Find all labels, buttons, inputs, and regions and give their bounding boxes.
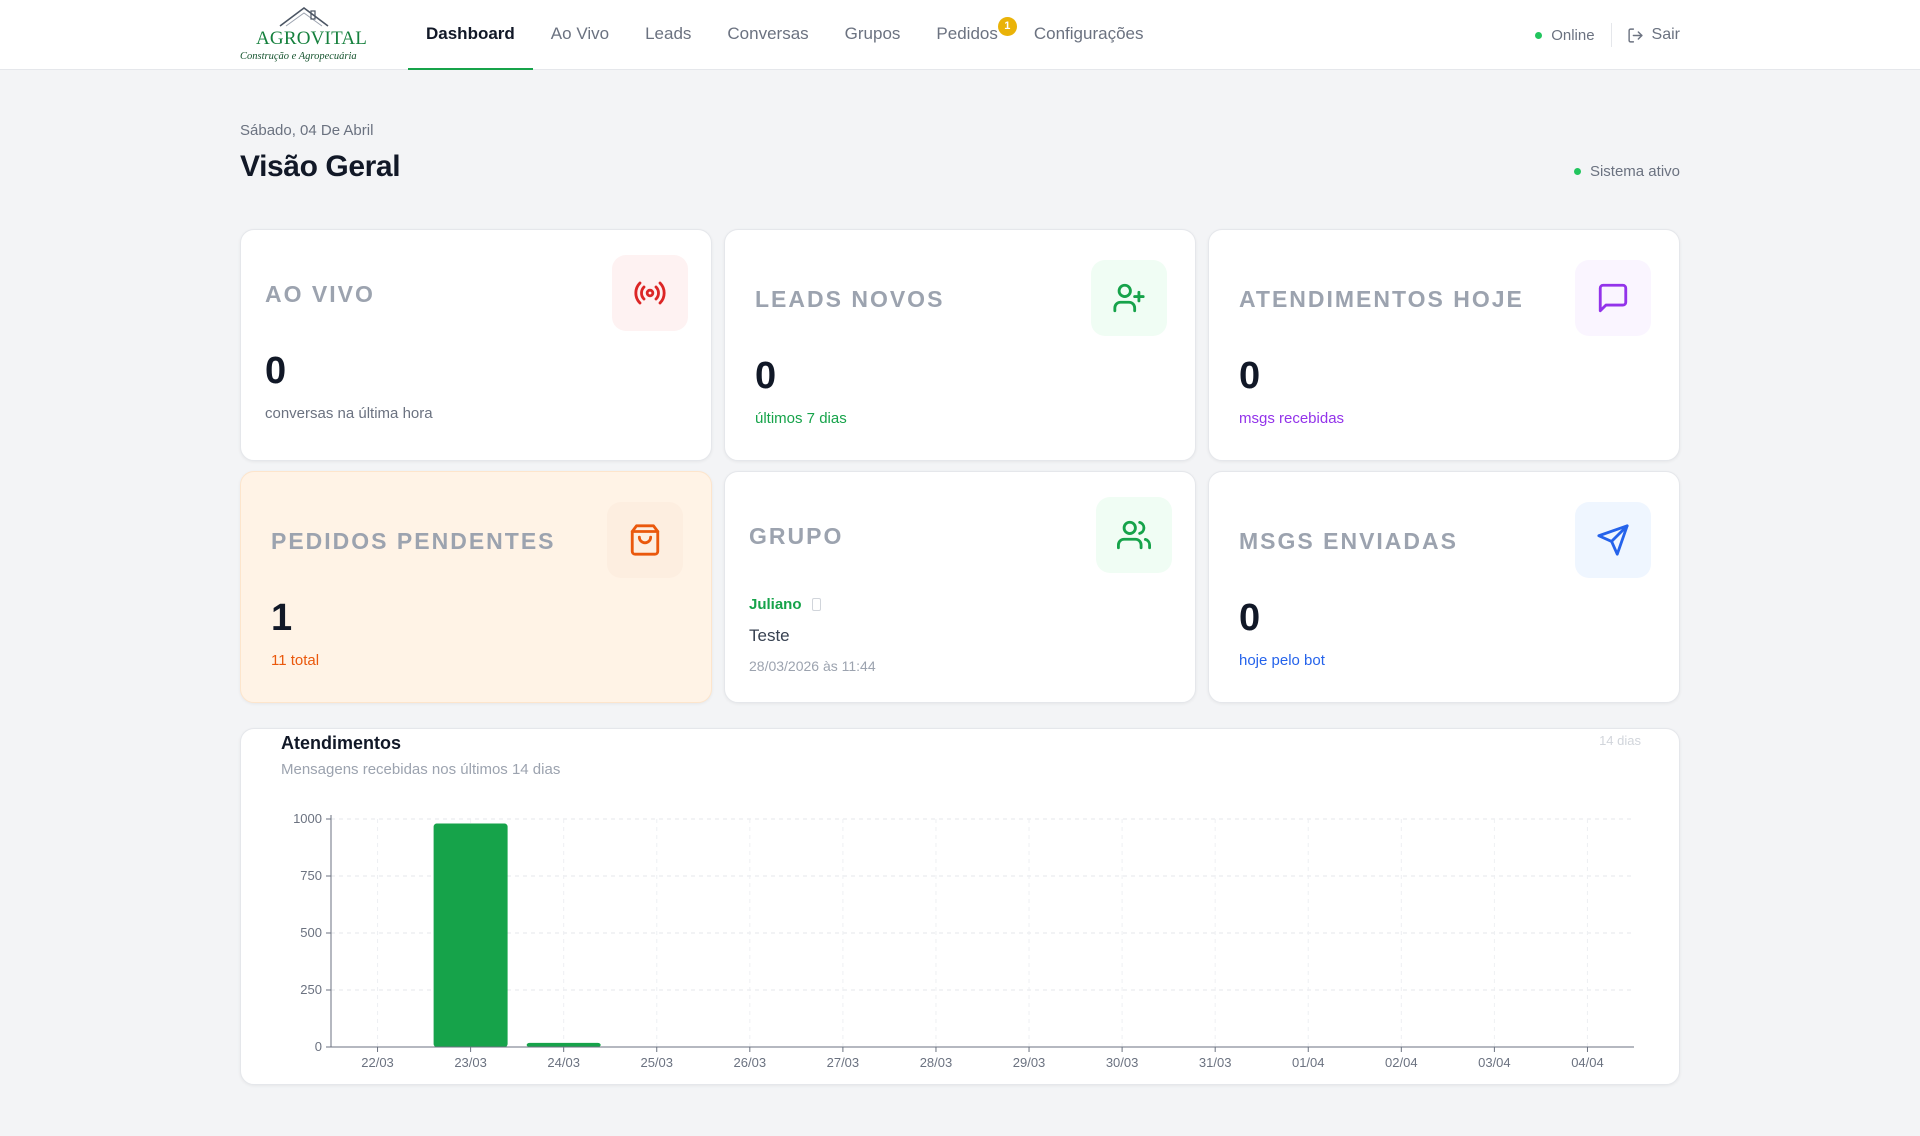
- logout-button[interactable]: Sair: [1627, 26, 1680, 44]
- main-nav: Dashboard Ao Vivo Leads Conversas Grupos…: [408, 0, 1161, 70]
- card-atendimentos-hoje-subtitle: msgs recebidas: [1239, 410, 1345, 427]
- y-axis-tick-label: 0: [315, 1039, 322, 1054]
- nav-leads[interactable]: Leads: [645, 24, 692, 43]
- x-axis-tick-label: 02/04: [1385, 1055, 1418, 1070]
- x-axis-tick-label: 27/03: [827, 1055, 860, 1070]
- users-icon: [1096, 497, 1172, 573]
- nav-dashboard[interactable]: Dashboard: [408, 0, 533, 70]
- card-atendimentos-hoje-title: Atendimentos Hoje: [1239, 286, 1524, 312]
- online-status-label: Online: [1551, 26, 1595, 44]
- y-axis-tick-label: 750: [300, 868, 322, 883]
- card-pedidos-pendentes[interactable]: Pedidos Pendentes 1 11 total: [240, 471, 712, 703]
- nav-ao-vivo[interactable]: Ao Vivo: [550, 24, 610, 43]
- card-msgs-enviadas-value: 0: [1239, 597, 1261, 639]
- house-roof-icon: [279, 7, 329, 27]
- card-ao-vivo[interactable]: Ao Vivo 0 conversas na última hora: [240, 229, 712, 461]
- group-last-message: Teste: [749, 626, 790, 645]
- card-pedidos-pendentes-subtitle: 11 total: [271, 652, 320, 669]
- bar-24-03: [526, 1042, 601, 1047]
- card-leads-novos[interactable]: Leads Novos 0 últimos 7 dias: [724, 229, 1196, 461]
- online-status: Online: [1535, 23, 1612, 47]
- broadcast-icon: [612, 255, 688, 331]
- atendimentos-chart-card: Atendimentos Mensagens recebidas nos últ…: [240, 728, 1680, 1085]
- x-axis-tick-label: 04/04: [1571, 1055, 1604, 1070]
- nav-configuracoes[interactable]: Configurações: [1033, 24, 1144, 43]
- x-axis-tick-label: 29/03: [1013, 1055, 1046, 1070]
- card-leads-novos-subtitle: últimos 7 dias: [755, 410, 847, 427]
- nav-grupos[interactable]: Grupos: [844, 24, 901, 43]
- card-msgs-enviadas-subtitle: hoje pelo bot: [1239, 652, 1325, 669]
- logout-label: Sair: [1651, 26, 1680, 43]
- x-axis-tick-label: 23/03: [454, 1055, 487, 1070]
- card-leads-novos-value: 0: [755, 355, 777, 397]
- chart-subtitle: Mensagens recebidas nos últimos 14 dias: [281, 761, 561, 778]
- card-atendimentos-hoje-value: 0: [1239, 355, 1261, 397]
- card-ao-vivo-value: 0: [265, 350, 287, 392]
- online-dot-icon: [1535, 31, 1543, 39]
- user-plus-icon: [1091, 260, 1167, 336]
- message-icon: [1575, 260, 1651, 336]
- card-pedidos-pendentes-title: Pedidos Pendentes: [271, 528, 556, 554]
- y-axis-tick-label: 250: [300, 982, 322, 997]
- atendimentos-bar-chart: 0 250 500 750 1000 22/03 23/03 24/03 25/03 26/03 2…: [293, 811, 1634, 1070]
- top-navigation-bar: AGROVITAL Construção e Agropecuária Dash…: [0, 0, 1920, 70]
- card-pedidos-pendentes-value: 1: [271, 597, 293, 639]
- chart-range-label: 14 dias: [1599, 733, 1641, 748]
- top-right-actions: Online Sair: [1535, 0, 1680, 70]
- pedidos-count-badge: 1: [997, 17, 1017, 36]
- card-leads-novos-title: Leads Novos: [755, 286, 945, 312]
- x-axis-tick-label: 22/03: [361, 1055, 394, 1070]
- system-status-label: Sistema ativo: [1589, 163, 1680, 180]
- system-status: Sistema ativo: [1573, 163, 1680, 180]
- group-last-sender: Juliano: [749, 596, 821, 613]
- page-title: Visão Geral: [240, 150, 401, 183]
- x-axis-tick-label: 01/04: [1292, 1055, 1325, 1070]
- current-date: Sábado, 04 De Abril: [240, 122, 374, 139]
- bar-23-03: [433, 823, 508, 1047]
- x-axis-tick-label: 31/03: [1199, 1055, 1232, 1070]
- brand-logo[interactable]: AGROVITAL Construção e Agropecuária: [238, 6, 370, 66]
- x-axis-tick-label: 25/03: [640, 1055, 673, 1070]
- system-status-dot-icon: [1573, 168, 1581, 175]
- card-ao-vivo-subtitle: conversas na última hora: [265, 405, 433, 422]
- x-axis-tick-label: 28/03: [920, 1055, 953, 1070]
- card-ao-vivo-title: Ao Vivo: [265, 281, 375, 307]
- card-grupo[interactable]: Grupo Juliano Teste 28/03/2026 às 11:44: [724, 471, 1196, 703]
- nav-pedidos[interactable]: Pedidos 1: [918, 0, 1017, 70]
- send-icon: [1575, 502, 1651, 578]
- card-grupo-title: Grupo: [749, 523, 844, 549]
- card-msgs-enviadas[interactable]: Msgs Enviadas 0 hoje pelo bot: [1208, 471, 1680, 703]
- x-axis-tick-label: 26/03: [734, 1055, 767, 1070]
- shopping-bag-icon: [607, 502, 683, 578]
- brand-tagline: Construção e Agropecuária: [240, 51, 357, 62]
- x-axis-tick-label: 30/03: [1106, 1055, 1139, 1070]
- phone-icon: [811, 598, 821, 611]
- group-sender-name: Juliano: [749, 596, 802, 613]
- nav-pedidos-label: Pedidos: [936, 24, 998, 43]
- x-axis-tick-label: 03/04: [1478, 1055, 1511, 1070]
- group-last-message-time: 28/03/2026 às 11:44: [749, 658, 876, 674]
- logout-icon: [1627, 27, 1643, 43]
- nav-conversas[interactable]: Conversas: [727, 24, 809, 43]
- card-msgs-enviadas-title: Msgs Enviadas: [1239, 528, 1458, 554]
- x-axis-tick-label: 24/03: [547, 1055, 580, 1070]
- y-axis-tick-label: 500: [300, 925, 322, 940]
- card-atendimentos-hoje[interactable]: Atendimentos Hoje 0 msgs recebidas: [1208, 229, 1680, 461]
- brand-name: AGROVITAL: [256, 28, 368, 49]
- y-axis-tick-label: 1000: [293, 811, 322, 826]
- chart-title: Atendimentos: [281, 733, 402, 753]
